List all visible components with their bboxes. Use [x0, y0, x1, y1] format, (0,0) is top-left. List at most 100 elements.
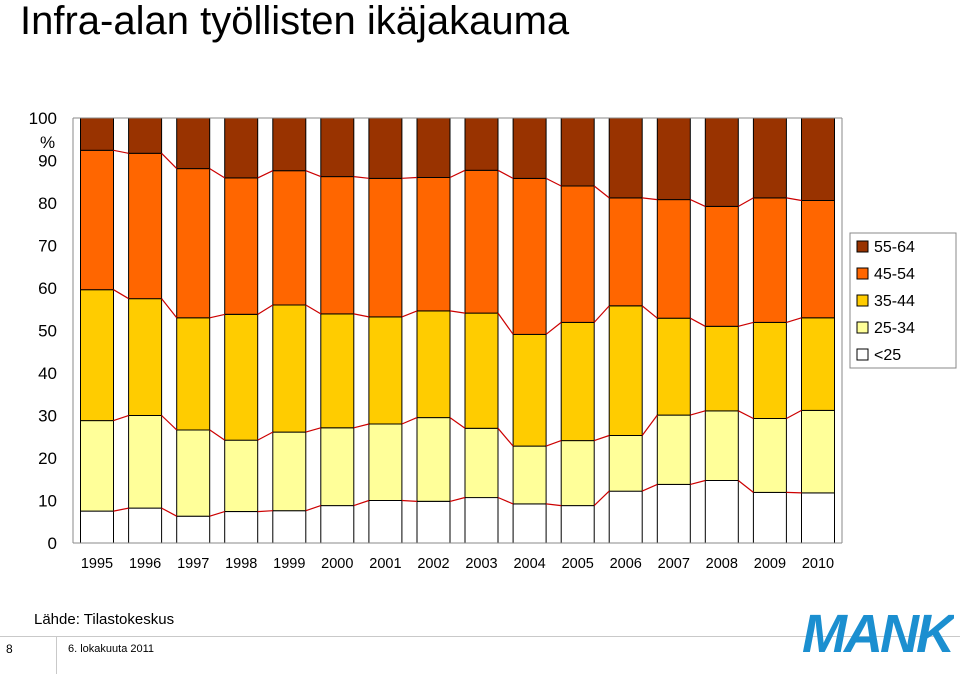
- series-connector-line: [546, 503, 562, 507]
- x-tick-label: 2005: [562, 556, 594, 572]
- series-connector-line: [786, 491, 802, 494]
- series-connector-line: [449, 169, 466, 179]
- bar-segment-2009-25-34: [752, 418, 787, 493]
- bar-segment-2001-35-44: [368, 316, 403, 425]
- x-tick-label: 1998: [225, 556, 257, 572]
- bar-segment-2000-35-44: [320, 313, 355, 429]
- series-connector-line: [545, 177, 562, 187]
- y-tick-label: 100: [29, 109, 57, 128]
- y-tick-label: 90: [38, 152, 57, 171]
- series-connector-line: [113, 414, 129, 422]
- bar-segment-2002-45-54: [416, 177, 451, 312]
- bar-segment-1998-25-34: [224, 439, 259, 513]
- legend-swatch: [856, 240, 869, 253]
- legend-swatch: [856, 348, 869, 361]
- series-connector-line: [786, 197, 802, 202]
- bar-segment-2007-45-54: [656, 199, 691, 319]
- bar-segment-1997-35-44: [176, 317, 211, 431]
- y-tick-label: 70: [38, 237, 57, 256]
- series-connector-line: [497, 496, 514, 505]
- bar-segment-2005-35-44: [560, 321, 595, 442]
- x-tick-label: 2004: [513, 556, 545, 572]
- x-tick-label: 2002: [417, 556, 449, 572]
- bar-segment-2009-45-54: [752, 197, 787, 323]
- series-connector-line: [497, 312, 514, 335]
- bar-segment-1998-45-54: [224, 177, 259, 315]
- slide-number: 8: [6, 642, 13, 656]
- series-connector-line: [545, 440, 562, 447]
- bar-segment-2002-35-44: [416, 310, 451, 419]
- bar-segment-2000-25-34: [320, 427, 355, 507]
- bar-segment-2007-55-64: [656, 117, 691, 201]
- series-connector-line: [642, 197, 658, 201]
- bar-segment-2010-55-64: [801, 117, 835, 201]
- series-connector-line: [401, 417, 418, 425]
- bar-segment-1998-55-64: [224, 117, 259, 179]
- series-connector-line: [641, 414, 658, 436]
- y-tick-label: 60: [38, 279, 57, 298]
- bar-segment-2009-55-64: [752, 117, 787, 199]
- series-connector-line: [161, 507, 177, 517]
- bar-segment-2002-25-34: [416, 417, 451, 502]
- bar-segment-2008-55-64: [704, 117, 739, 207]
- bar-segment-2003-35-44: [464, 312, 499, 429]
- series-connector-line: [353, 176, 369, 179]
- legend: 55-64 45-54 35-44 25-34 <25: [849, 232, 957, 369]
- series-connector-line: [257, 304, 274, 315]
- bar-segment-2004-lt25: [512, 503, 547, 544]
- series-connector-line: [737, 480, 754, 493]
- bar-segment-2004-45-54: [512, 177, 547, 335]
- bar-segment-2001-55-64: [368, 117, 403, 179]
- bar-segment-2003-45-54: [464, 169, 499, 314]
- series-connector-line: [113, 149, 129, 154]
- legend-swatch: [856, 294, 869, 307]
- bar-segment-2006-45-54: [608, 197, 643, 307]
- series-connector-line: [545, 321, 562, 335]
- bar-segment-2001-45-54: [368, 177, 403, 318]
- series-connector-line: [209, 511, 225, 517]
- bar-segment-2004-55-64: [512, 117, 547, 179]
- bar-segment-1996-45-54: [128, 152, 163, 300]
- x-tick-label: 2000: [321, 556, 353, 572]
- bar-segment-1997-lt25: [176, 515, 211, 544]
- series-connector-line: [641, 483, 658, 492]
- bar-segment-2005-25-34: [560, 440, 595, 507]
- bar-segment-1996-25-34: [128, 415, 163, 509]
- series-connector-line: [305, 304, 322, 315]
- x-tick-label: 2007: [658, 556, 690, 572]
- x-tick-label: 2003: [465, 556, 497, 572]
- bar-segment-1995-45-54: [80, 149, 114, 291]
- bar-segment-2010-35-44: [801, 317, 835, 411]
- series-connector-line: [497, 169, 514, 179]
- series-connector-line: [113, 507, 129, 512]
- series-connector-line: [641, 305, 658, 319]
- series-connector-line: [257, 431, 274, 441]
- legend-label: 25-34: [874, 320, 915, 337]
- x-tick-label: 2009: [754, 556, 786, 572]
- bar-segment-2007-35-44: [656, 317, 691, 416]
- series-connector-line: [449, 310, 466, 314]
- series-connector-line: [161, 298, 178, 319]
- bar-segment-2008-25-34: [704, 410, 739, 481]
- slide-title: Infra-alan työllisten ikäjakauma: [20, 0, 570, 43]
- series-connector-line: [305, 505, 321, 512]
- bar-segment-2009-35-44: [752, 321, 787, 419]
- bar-segment-2008-45-54: [704, 205, 739, 327]
- bar-segment-2002-55-64: [416, 117, 451, 178]
- legend-swatch: [856, 267, 869, 280]
- x-tick-label: 1999: [273, 556, 305, 572]
- series-connector-line: [257, 510, 273, 513]
- x-tick-label: 2010: [802, 556, 834, 572]
- bar-segment-1995-25-34: [80, 420, 114, 512]
- x-tick-label: 2006: [610, 556, 642, 572]
- bar-segment-2007-lt25: [656, 483, 691, 544]
- legend-label: 35-44: [874, 293, 915, 310]
- bar-segment-2006-25-34: [608, 435, 643, 492]
- series-connector-line: [593, 305, 610, 323]
- y-tick-label: 10: [38, 492, 57, 511]
- bars-layer: [80, 117, 835, 544]
- legend-label: <25: [874, 347, 901, 364]
- bar-segment-1999-55-64: [272, 117, 307, 172]
- bar-segment-2010-25-34: [801, 409, 835, 494]
- bar-segment-1996-35-44: [128, 298, 163, 417]
